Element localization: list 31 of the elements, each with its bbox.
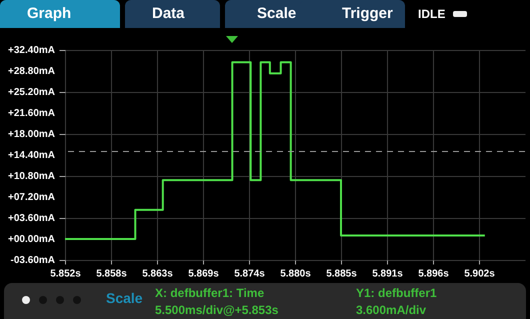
y-tick-label: +28.80mA xyxy=(8,66,55,77)
y-tick-label: +18.00mA xyxy=(8,129,55,140)
text: 3.600mA/div xyxy=(356,303,426,317)
text: Graph xyxy=(27,5,72,22)
y-tick-label: +32.40mA xyxy=(8,45,55,56)
y-tick-label: +00.00mA xyxy=(8,234,55,245)
y-tick-label: -03.60mA xyxy=(10,255,55,266)
text: X: defbuffer1: Time xyxy=(155,286,264,300)
x-tick-label: 5.880s xyxy=(280,268,312,280)
text: Data xyxy=(152,5,185,22)
text: Scale xyxy=(257,5,296,22)
text: Scale xyxy=(106,290,143,306)
x-tick-label: 5.885s xyxy=(326,268,358,280)
text: 5.500ms/div@+5.853s xyxy=(155,303,278,317)
x-tick-label: 5.891s xyxy=(372,268,404,280)
x-tick-label: 5.852s xyxy=(50,268,82,280)
x-tick-label: 5.858s xyxy=(96,268,128,280)
text: IDLE xyxy=(418,7,446,21)
x-tick-label: 5.896s xyxy=(418,268,450,280)
y-tick-label: +10.80mA xyxy=(8,171,55,182)
x-tick-label: 5.874s xyxy=(234,268,266,280)
y-tick-label: +21.60mA xyxy=(8,108,55,119)
y-tick-label: +07.20mA xyxy=(8,192,55,203)
y-tick-label: +14.40mA xyxy=(8,150,55,161)
y-tick-label: +25.20mA xyxy=(8,87,55,98)
x-tick-label: 5.863s xyxy=(142,268,174,280)
text: Y1: defbuffer1 xyxy=(356,286,437,300)
x-tick-label: 5.869s xyxy=(188,268,220,280)
y-tick-label: +03.60mA xyxy=(8,213,55,224)
text: Trigger xyxy=(342,5,393,22)
x-tick-label: 5.902s xyxy=(464,268,496,280)
